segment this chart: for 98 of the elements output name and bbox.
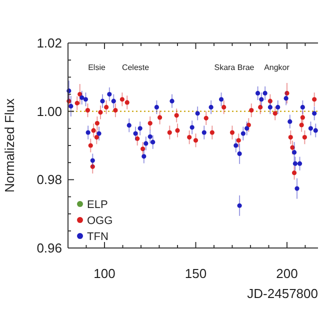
point: [90, 164, 95, 169]
point: [297, 161, 302, 166]
point: [174, 113, 179, 118]
point: [193, 138, 198, 143]
point: [240, 131, 246, 136]
point: [120, 97, 124, 102]
annotation: Elsie: [88, 63, 106, 72]
point: [288, 119, 292, 124]
point: [249, 108, 254, 113]
point: [68, 104, 74, 109]
point: [85, 108, 90, 113]
point: [300, 115, 305, 120]
point: [284, 90, 290, 96]
point: [83, 97, 88, 102]
point: [148, 134, 152, 139]
point: [190, 125, 194, 130]
y-tick-label: 1.00: [36, 104, 62, 119]
x-tick-label: 200: [276, 266, 298, 281]
point: [195, 111, 200, 116]
point: [268, 104, 272, 110]
point: [294, 186, 300, 191]
point: [187, 135, 192, 140]
point: [107, 92, 112, 97]
point: [202, 130, 206, 135]
point: [268, 98, 272, 104]
legend-label: TFN: [87, 230, 108, 243]
point: [80, 95, 84, 100]
x-axis-title: JD-2457800: [247, 286, 318, 301]
point: [234, 143, 238, 148]
point: [133, 131, 138, 136]
point: [236, 138, 241, 143]
point: [150, 140, 156, 144]
point: [167, 130, 172, 135]
point: [124, 100, 130, 105]
point: [88, 143, 93, 148]
point: [292, 170, 297, 176]
point: [94, 135, 99, 140]
point: [237, 203, 242, 208]
point: [100, 98, 105, 104]
point: [175, 128, 180, 133]
y-axis-title: Normalized Flux: [2, 98, 17, 192]
point: [292, 150, 297, 155]
x-tick-label: 100: [94, 266, 116, 281]
point: [154, 104, 159, 110]
point: [244, 126, 250, 131]
point: [299, 122, 304, 128]
point: [237, 151, 242, 156]
point: [126, 123, 132, 128]
point: [135, 136, 140, 141]
annotation: Angkor: [264, 63, 290, 72]
point: [90, 158, 95, 163]
point: [104, 104, 109, 110]
annotation: Celeste: [122, 63, 150, 72]
point: [230, 130, 235, 135]
point: [272, 111, 278, 116]
point: [288, 135, 293, 140]
point: [78, 92, 82, 97]
point: [111, 98, 116, 104]
point: [98, 110, 103, 115]
point: [74, 100, 80, 106]
point: [138, 126, 142, 131]
point: [204, 116, 208, 120]
point: [208, 104, 214, 110]
legend-label: ELP: [87, 198, 108, 211]
point: [210, 130, 214, 135]
point: [91, 128, 96, 133]
point: [170, 98, 174, 104]
point: [94, 120, 100, 126]
point: [140, 146, 146, 152]
point: [290, 145, 295, 150]
point: [308, 126, 313, 131]
point: [284, 96, 288, 101]
y-tick-label: 1.02: [36, 36, 62, 51]
y-tick-label: 0.96: [36, 240, 62, 256]
point: [144, 141, 148, 146]
legend-label: OGG: [87, 214, 113, 227]
point: [276, 104, 280, 110]
point: [222, 104, 226, 110]
point: [113, 108, 118, 113]
point: [255, 90, 260, 96]
point: [300, 104, 305, 110]
point: [262, 90, 268, 96]
point: [313, 128, 318, 133]
point: [302, 135, 307, 140]
point: [292, 161, 298, 166]
point: [218, 97, 224, 102]
point: [96, 131, 102, 136]
point: [259, 97, 264, 102]
y-tick-label: 0.98: [36, 172, 62, 188]
point: [86, 130, 90, 135]
annotation: Skara Brae: [214, 63, 255, 72]
point: [148, 120, 152, 126]
point: [258, 104, 263, 110]
x-tick-label: 150: [184, 266, 207, 281]
point: [312, 111, 317, 116]
point: [142, 154, 146, 159]
point: [157, 115, 162, 120]
point: [312, 97, 317, 102]
